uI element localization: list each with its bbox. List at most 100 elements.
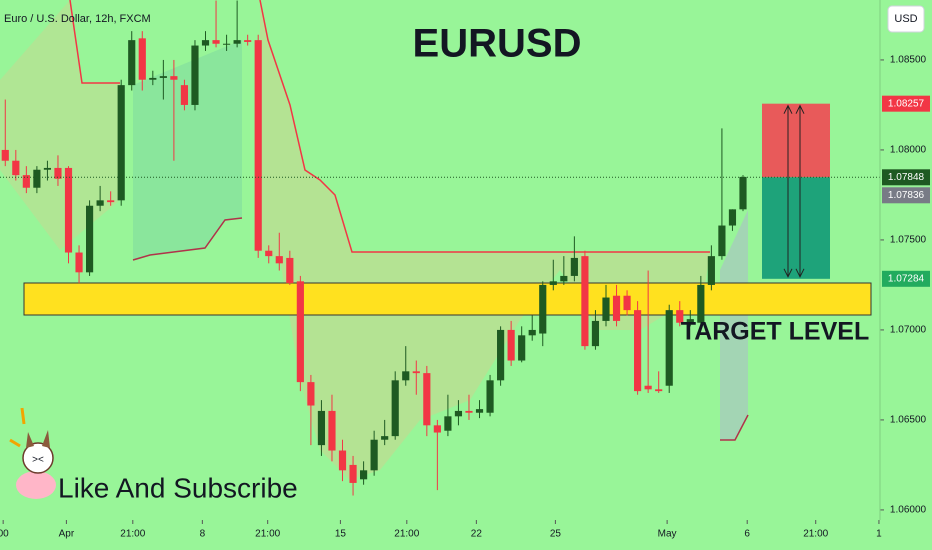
candle-body bbox=[465, 410, 473, 413]
candle-body bbox=[117, 85, 125, 201]
candle-body bbox=[676, 310, 684, 323]
candle-body bbox=[381, 436, 389, 440]
candle-body bbox=[286, 257, 294, 284]
candle-body bbox=[170, 76, 178, 80]
price-tag bbox=[882, 270, 930, 287]
profit-zone bbox=[762, 177, 830, 279]
x-tick-label: May bbox=[658, 529, 677, 540]
x-tick-label: 00 bbox=[0, 529, 9, 540]
price-tag bbox=[882, 169, 930, 186]
supertrend-up bbox=[132, 217, 243, 261]
candle-body bbox=[665, 310, 673, 386]
candle-body bbox=[233, 40, 241, 44]
candle-body bbox=[612, 295, 621, 321]
x-tick-label: 21:00 bbox=[255, 529, 280, 540]
candle-body bbox=[739, 176, 747, 210]
candle-body bbox=[96, 200, 104, 206]
x-tick-label: 6 bbox=[744, 529, 750, 540]
svg-text:><: >< bbox=[32, 455, 44, 466]
candle-body bbox=[644, 385, 652, 390]
arrow-head bbox=[795, 268, 805, 278]
x-tick-label: 21:00 bbox=[803, 529, 828, 540]
candle-body bbox=[244, 40, 252, 42]
x-tick-label: 15 bbox=[335, 529, 347, 540]
x-tick-label: 22 bbox=[471, 529, 483, 540]
mascot: >< bbox=[9, 407, 56, 499]
candle-body bbox=[275, 256, 283, 264]
price-tag-label: 1.07836 bbox=[888, 190, 925, 201]
y-tick-label: 1.08500 bbox=[890, 55, 927, 66]
candle-body bbox=[623, 295, 631, 311]
candle-body bbox=[107, 200, 115, 203]
y-tick-label: 1.07000 bbox=[890, 325, 927, 336]
arrow-head bbox=[795, 104, 805, 114]
symbol-header: Euro / U.S. Dollar, 12h, FXCM bbox=[4, 13, 151, 25]
candle-body bbox=[43, 167, 52, 170]
candle-body bbox=[581, 256, 589, 347]
candle-body bbox=[497, 329, 505, 381]
candle-body bbox=[54, 167, 62, 179]
candle-body bbox=[296, 281, 304, 383]
candle-body bbox=[728, 209, 737, 226]
candle-body bbox=[655, 389, 663, 392]
candle-body bbox=[338, 450, 347, 471]
chart-title: EURUSD bbox=[413, 22, 582, 66]
candle-body bbox=[423, 373, 431, 426]
marks bbox=[0, 0, 884, 524]
candle-body bbox=[507, 329, 515, 361]
caption: Like And Subscribe bbox=[58, 472, 298, 503]
candle-body bbox=[591, 320, 600, 347]
annotation: TARGET LEVEL bbox=[681, 318, 869, 346]
candle-body bbox=[85, 205, 94, 273]
candle-body bbox=[686, 319, 694, 323]
candle-body bbox=[697, 284, 705, 323]
candle-body bbox=[64, 167, 73, 253]
candle-body bbox=[391, 380, 399, 437]
stop-zone bbox=[762, 103, 830, 178]
y-tick-label: 1.06500 bbox=[890, 415, 927, 426]
y-tick-label: 1.06000 bbox=[890, 505, 927, 516]
candle-body bbox=[560, 275, 568, 282]
candle-body bbox=[201, 40, 210, 46]
candle-body bbox=[718, 225, 726, 257]
x-tick-label: 8 bbox=[200, 529, 206, 540]
candle-body bbox=[307, 382, 315, 406]
candle-body bbox=[191, 45, 199, 105]
candle-body bbox=[370, 439, 378, 471]
candle-body bbox=[212, 40, 220, 44]
currency-button[interactable] bbox=[887, 5, 925, 33]
candle-body bbox=[12, 160, 20, 176]
arrow-head bbox=[783, 268, 793, 278]
trend-fill-down bbox=[260, 0, 710, 480]
price-tag bbox=[882, 95, 930, 112]
trend-fill-up-right bbox=[720, 210, 748, 440]
candle-body bbox=[707, 256, 715, 285]
candle-body bbox=[549, 281, 557, 285]
candle-body bbox=[454, 410, 463, 417]
candle-body bbox=[159, 76, 167, 78]
candle-body bbox=[433, 425, 441, 433]
candle-body bbox=[602, 297, 610, 321]
target-zone bbox=[23, 282, 872, 316]
candle-body bbox=[539, 284, 547, 334]
arrow-head bbox=[783, 104, 793, 114]
price-tag-label: 1.08257 bbox=[888, 98, 925, 109]
price-tag bbox=[882, 187, 930, 204]
candle-body bbox=[75, 252, 83, 273]
candle-body bbox=[570, 257, 578, 276]
x-tick-label: 21:00 bbox=[120, 529, 145, 540]
candle-body bbox=[328, 410, 336, 451]
candle-body bbox=[1, 149, 9, 161]
candle-body bbox=[317, 410, 326, 446]
candle-body bbox=[180, 85, 189, 105]
candle-body bbox=[634, 310, 642, 392]
candle-body bbox=[254, 40, 262, 251]
candle-body bbox=[349, 464, 357, 483]
y-tick-label: 1.07500 bbox=[890, 235, 927, 246]
currency[interactable]: USD bbox=[894, 13, 917, 25]
x-tick-label: 25 bbox=[550, 529, 562, 540]
y-tick-label: 1.08000 bbox=[890, 145, 927, 156]
candle-body bbox=[223, 43, 231, 45]
